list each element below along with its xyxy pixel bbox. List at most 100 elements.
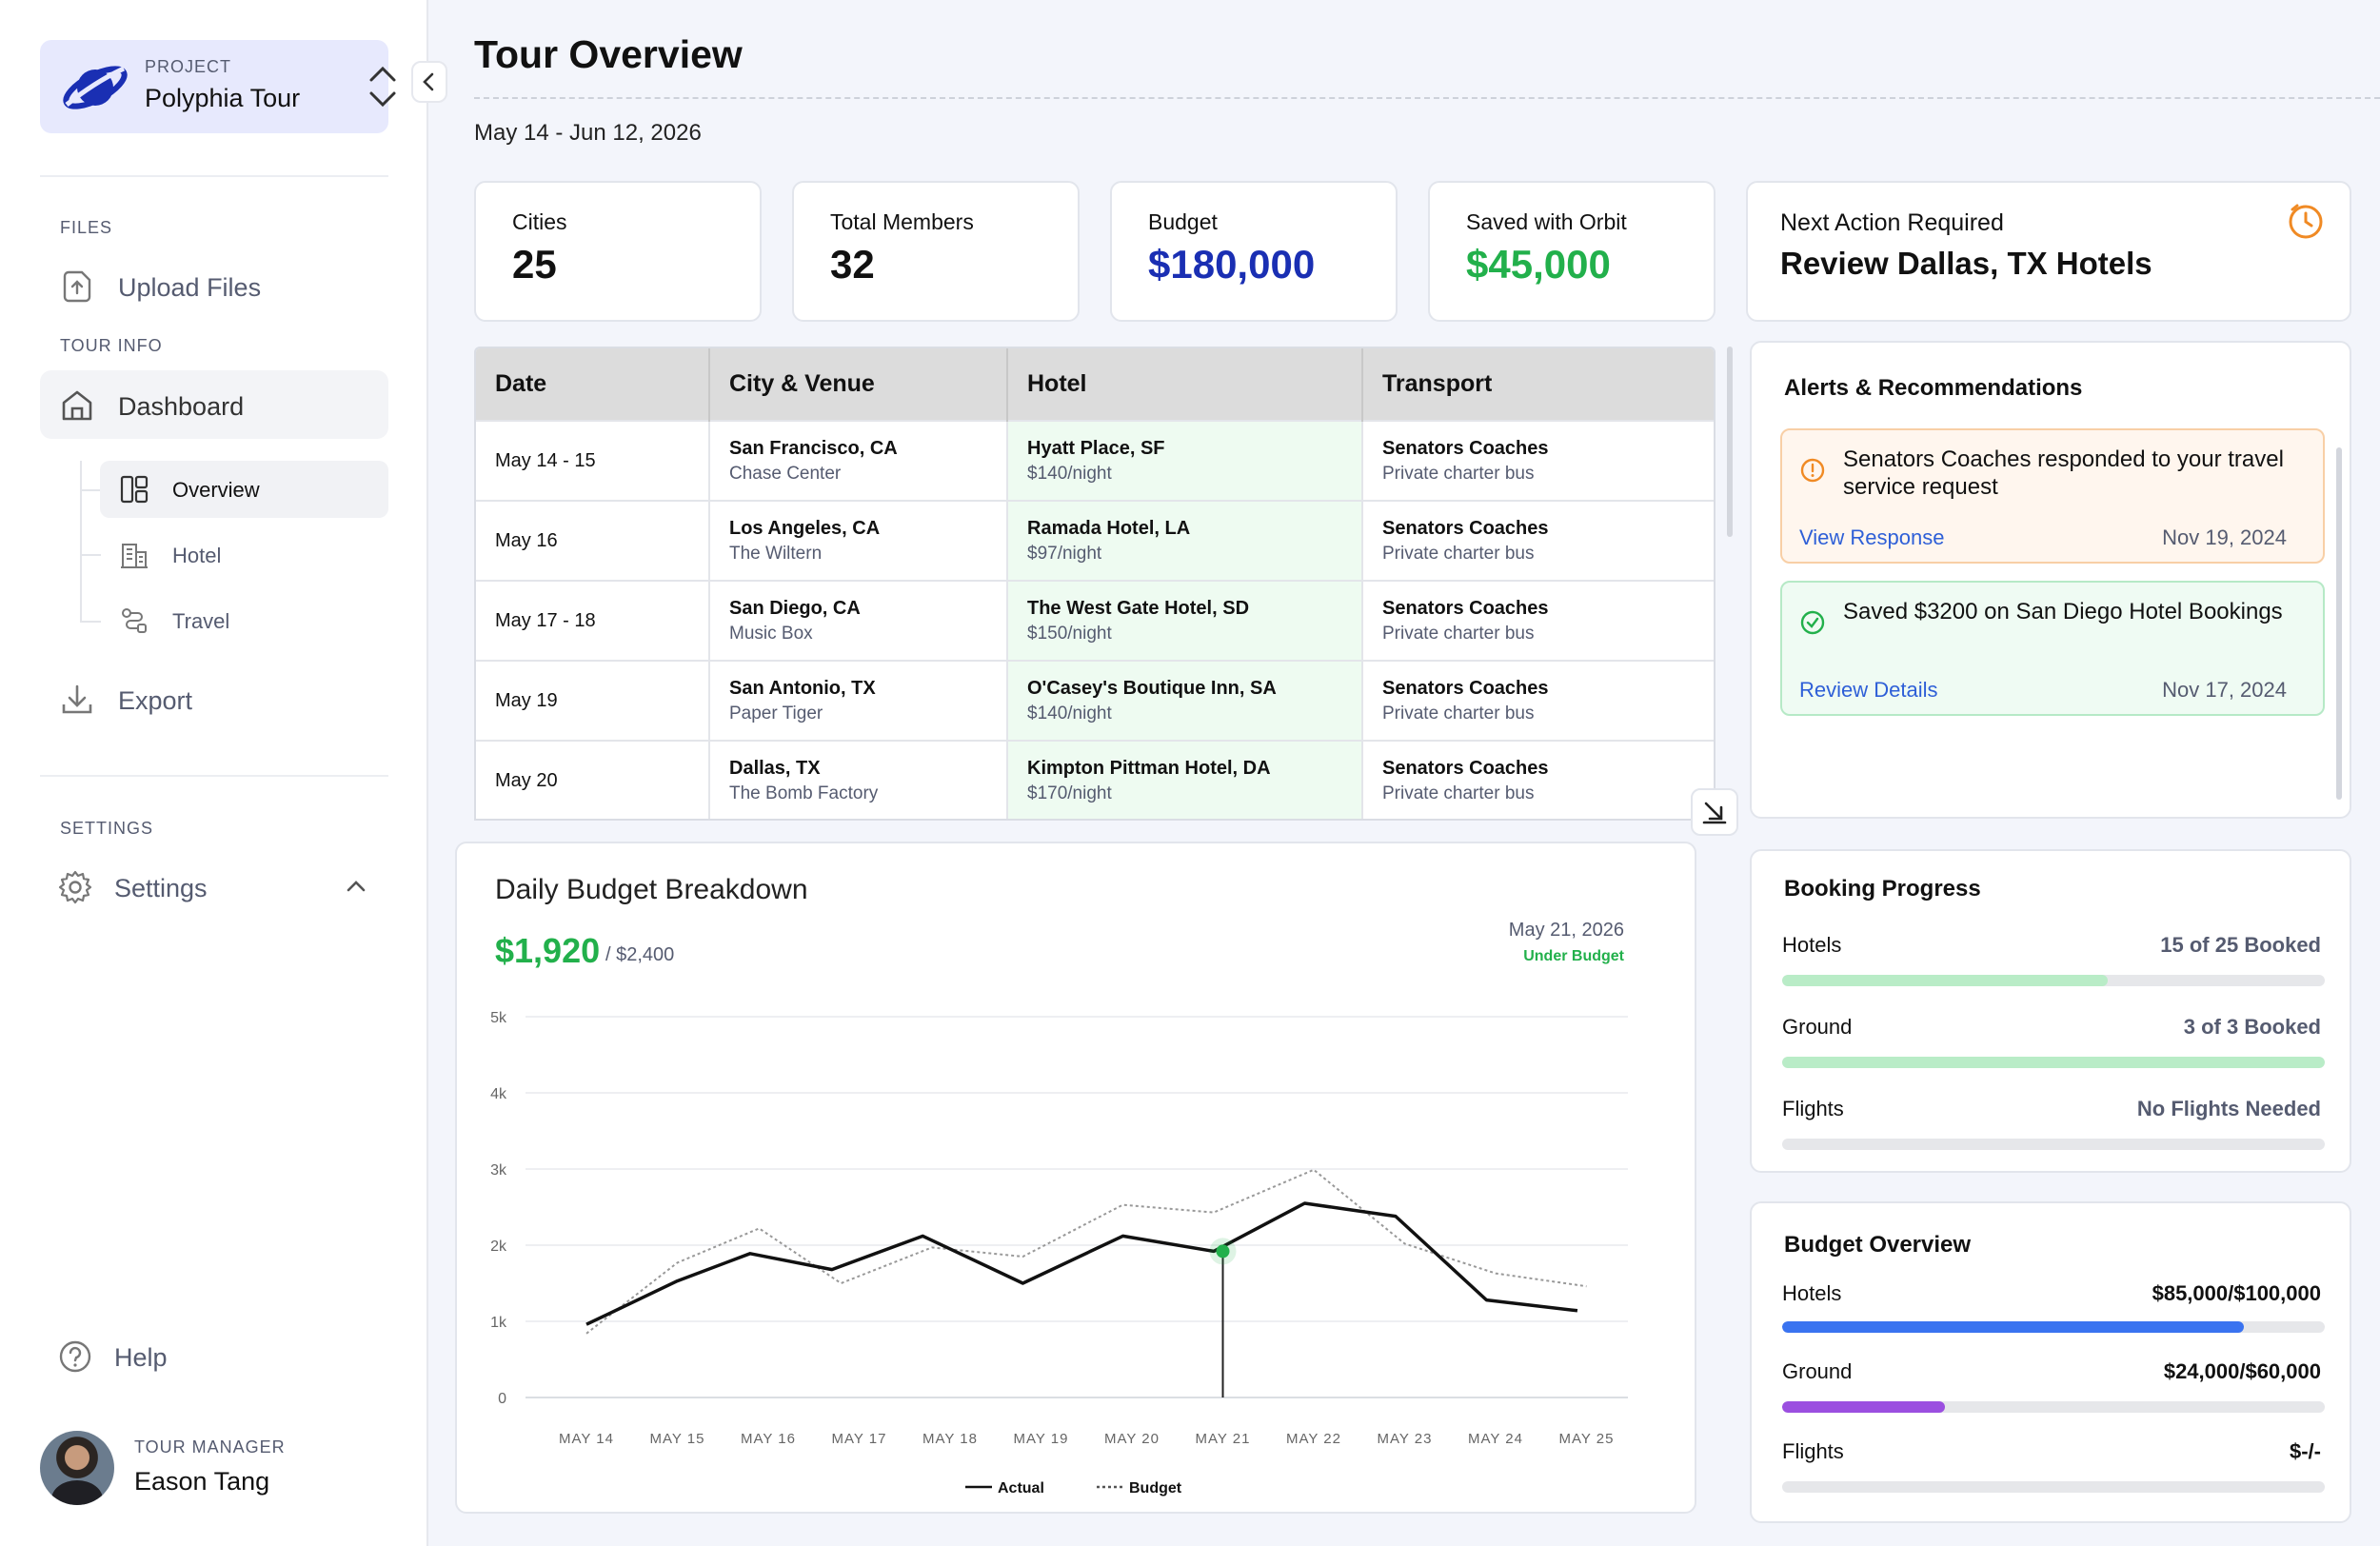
x-tick-label: MAY 17 <box>832 1431 887 1447</box>
budget-value-flights: $-/- <box>2290 1439 2321 1463</box>
column-header-hotel[interactable]: Hotel <box>1007 348 1363 421</box>
x-tick-label: MAY 14 <box>559 1431 614 1447</box>
hotel-label: Hotel <box>172 544 222 567</box>
tour-manager-label: TOUR MANAGER <box>134 1437 286 1457</box>
budget-value-ground: $24,000/$60,000 <box>2163 1359 2321 1383</box>
y-tick-label: 2k <box>490 1239 507 1255</box>
tree-line <box>80 461 82 623</box>
divider <box>40 175 388 177</box>
upload-icon <box>63 270 91 303</box>
next-action-card[interactable]: Next Action Required Review Dallas, TX H… <box>1746 181 2351 322</box>
hotel-name: O'Casey's Boutique Inn, SA <box>1027 677 1277 699</box>
tour-info-section-label: TOUR INFO <box>60 336 163 355</box>
city-cell: Los Angeles, CA The Wiltern <box>709 500 1008 581</box>
hotel-name: Hyatt Place, SF <box>1027 437 1165 459</box>
table-scrollbar[interactable] <box>1727 347 1733 537</box>
hotel-name: Kimpton Pittman Hotel, DA <box>1027 758 1271 779</box>
date-range: May 14 - Jun 12, 2026 <box>474 120 702 146</box>
gear-icon <box>58 870 92 904</box>
home-icon <box>62 390 92 421</box>
alerts-scrollbar[interactable] <box>2336 447 2342 800</box>
date-cell: May 17 - 18 <box>476 580 710 661</box>
table-row[interactable]: May 14 - 15 San Francisco, CA Chase Cente… <box>476 420 1714 501</box>
stat-card-saved: Saved with Orbit $45,000 <box>1428 181 1716 322</box>
table-row[interactable]: May 16 Los Angeles, CA The Wiltern Ramada… <box>476 500 1714 581</box>
progress-label-hotels: Hotels <box>1782 933 1842 957</box>
y-tick-label: 3k <box>490 1162 507 1179</box>
table-row[interactable]: May 19 San Antonio, TX Paper Tiger O'Case… <box>476 660 1714 741</box>
daily-budget-chart[interactable]: 0 1k 2k 3k 4k 5k MAY 14 MAY 15 MAY 16 MAY 17 MAY … <box>457 843 1698 1516</box>
x-tick-label: MAY 19 <box>1014 1431 1069 1447</box>
settings-item[interactable]: Settings <box>40 852 388 921</box>
date-cell: May 16 <box>476 500 710 581</box>
tree-branch <box>80 621 101 623</box>
sidebar-item-travel[interactable]: Travel <box>100 592 388 649</box>
alert-circle-icon <box>1800 458 1825 483</box>
help-item[interactable]: Help <box>40 1321 388 1390</box>
upload-files-item[interactable]: Upload Files <box>40 251 388 320</box>
clock-icon <box>2289 204 2323 239</box>
stat-card-budget: Budget $180,000 <box>1110 181 1398 322</box>
next-action-value: Review Dallas, TX Hotels <box>1780 246 2152 281</box>
help-circle-icon <box>59 1340 91 1373</box>
alerts-title: Alerts & Recommendations <box>1784 375 2083 401</box>
chevron-up-icon[interactable] <box>343 876 369 897</box>
alert-item[interactable]: Saved $3200 on San Diego Hotel Bookings … <box>1780 581 2325 716</box>
expand-table-button[interactable] <box>1691 788 1738 836</box>
hotel-cell[interactable]: Hyatt Place, SF $140/night <box>1007 420 1363 501</box>
hotel-cell[interactable]: O'Casey's Boutique Inn, SA $140/night <box>1007 660 1363 741</box>
transport-type: Private charter bus <box>1382 623 1535 644</box>
x-tick-label: MAY 18 <box>922 1431 978 1447</box>
hotel-name: Ramada Hotel, LA <box>1027 517 1191 539</box>
daily-budget-total: / $2,400 <box>605 944 675 965</box>
table-row[interactable]: May 20 Dallas, TX The Bomb Factory Kimpto… <box>476 740 1714 819</box>
chart-title: Daily Budget Breakdown <box>495 874 808 905</box>
hotel-cell[interactable]: Ramada Hotel, LA $97/night <box>1007 500 1363 581</box>
stat-card-cities: Cities 25 <box>474 181 762 322</box>
view-response-link[interactable]: View Response <box>1799 525 1945 549</box>
chevron-up-down-icon[interactable] <box>364 61 402 112</box>
hotel-cell[interactable]: Kimpton Pittman Hotel, DA $170/night <box>1007 740 1363 819</box>
column-header-date[interactable]: Date <box>476 348 710 421</box>
hotel-cell[interactable]: The West Gate Hotel, SD $150/night <box>1007 580 1363 661</box>
hotel-rate: $140/night <box>1027 463 1112 484</box>
selected-date: May 21, 2026 <box>1508 920 1624 941</box>
tour-schedule-table: Date City & Venue Hotel Transport May 14… <box>474 347 1716 821</box>
chevron-left-icon <box>423 72 434 91</box>
avatar[interactable] <box>40 1431 114 1505</box>
budget-overview-title: Budget Overview <box>1784 1232 1972 1258</box>
budget-label-hotels: Hotels <box>1782 1281 1842 1305</box>
page-title: Tour Overview <box>474 32 743 76</box>
table-row[interactable]: May 17 - 18 San Diego, CA Music Box The W… <box>476 580 1714 661</box>
legend-label: Budget <box>1129 1480 1182 1496</box>
city-cell: San Francisco, CA Chase Center <box>709 420 1008 501</box>
sidebar-item-overview[interactable]: Overview <box>100 461 388 518</box>
alert-item[interactable]: Senators Coaches responded to your trave… <box>1780 428 2325 564</box>
budget-bar-ground <box>1782 1401 2325 1413</box>
review-details-link[interactable]: Review Details <box>1799 678 1938 702</box>
y-tick-label: 4k <box>490 1086 507 1102</box>
column-header-city[interactable]: City & Venue <box>709 348 1008 421</box>
stat-label: Total Members <box>830 209 974 234</box>
venue-name: The Bomb Factory <box>729 783 879 803</box>
header-divider <box>474 97 2380 99</box>
x-tick-label: MAY 23 <box>1378 1431 1433 1447</box>
budget-status: Under Budget <box>1523 948 1624 964</box>
transport-type: Private charter bus <box>1382 463 1535 484</box>
daily-budget-card: Daily Budget Breakdown $1,920 / $2,400 M… <box>455 842 1696 1514</box>
building-icon <box>121 544 148 568</box>
x-tick-label: MAY 15 <box>650 1431 705 1447</box>
export-item[interactable]: Export <box>40 664 388 733</box>
next-action-label: Next Action Required <box>1780 209 2004 236</box>
collapse-sidebar-button[interactable] <box>411 61 447 103</box>
highlight-point <box>1216 1244 1230 1259</box>
budget-label-flights: Flights <box>1782 1439 1844 1463</box>
progress-label-ground: Ground <box>1782 1015 1853 1039</box>
transport-name: Senators Coaches <box>1382 517 1549 539</box>
alerts-card: Alerts & Recommendations Senators Coache… <box>1750 341 2351 819</box>
sidebar-item-hotel[interactable]: Hotel <box>100 526 388 584</box>
planet-logo-icon <box>63 66 128 109</box>
dashboard-item[interactable]: Dashboard <box>40 370 388 439</box>
project-switcher[interactable]: PROJECT Polyphia Tour <box>40 40 396 133</box>
column-header-transport[interactable]: Transport <box>1362 348 1714 421</box>
